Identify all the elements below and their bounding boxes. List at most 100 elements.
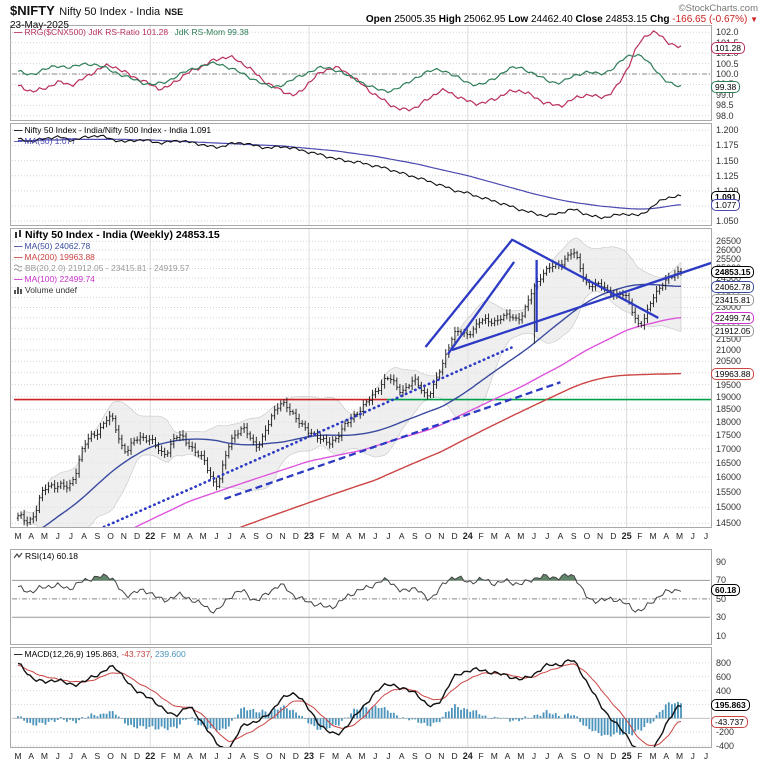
rrg-plot xyxy=(12,26,710,120)
x-axis-label: J xyxy=(55,751,60,761)
chart-header: $NIFTY Nifty 50 Index - India NSE 23-May… xyxy=(10,2,758,31)
x-axis-label: J xyxy=(703,751,709,761)
x-axis-label: M xyxy=(490,751,498,761)
x-axis-label: J xyxy=(214,751,219,761)
x-axis-label: O xyxy=(107,531,114,541)
ma50-legend: — MA(50) 24062.78 xyxy=(14,241,91,251)
x-axis-label: A xyxy=(504,751,511,761)
x-axis-label: F xyxy=(160,751,167,761)
low-value: 24462.40 xyxy=(531,14,573,25)
ohlc-readout: Open 25005.35 High 25062.95 Low 24462.40… xyxy=(366,14,758,25)
ma200-line xyxy=(239,372,682,527)
last-value-badge: 99.38 xyxy=(711,81,741,94)
x-axis-label: J xyxy=(703,531,709,541)
x-axis-label: F xyxy=(319,751,325,761)
x-axis-label: M xyxy=(490,531,498,541)
credit-link[interactable]: ©StockCharts.com xyxy=(678,3,758,14)
x-axis-label: D xyxy=(610,531,617,541)
rsi-overbought-fill xyxy=(18,573,682,581)
x-axis-label: O xyxy=(266,751,273,761)
x-axis-label: A xyxy=(81,531,87,541)
rsi-plot xyxy=(12,550,710,644)
ma200-legend: — MA(200) 19963.88 xyxy=(14,252,95,262)
macd-histogram xyxy=(17,701,682,737)
y-axis-tick-label: 14500 xyxy=(716,518,742,529)
x-axis-label: M xyxy=(358,531,366,541)
x-axis-label: N xyxy=(279,751,286,761)
ratio-line xyxy=(17,134,682,220)
ratio-plot xyxy=(12,124,710,225)
x-axis-label: O xyxy=(424,751,432,761)
bollinger-band xyxy=(16,237,682,527)
y-axis-tick-label: 19000 xyxy=(716,391,742,402)
x-axis-label: M xyxy=(649,751,657,761)
x-axis-label: M xyxy=(14,531,22,541)
x-axis-label: M xyxy=(649,531,657,541)
x-axis-label: D xyxy=(292,531,299,541)
last-value-badge: 23415.81 xyxy=(711,293,755,306)
x-axis-label: F xyxy=(478,751,484,761)
low-label: Low xyxy=(508,14,529,25)
rrg-ratio-legend: — RRG($CNX500) JdK RS-Ratio 101.28 xyxy=(14,27,169,37)
x-axis-label: J xyxy=(690,751,695,761)
x-axis-label: O xyxy=(424,531,432,541)
x-axis-label: A xyxy=(81,751,87,761)
last-value-badge: 22499.74 xyxy=(711,312,755,325)
x-axis-label: N xyxy=(597,531,604,541)
x-axis-label: 22 xyxy=(145,531,156,541)
ratio-legend: — Nifty 50 Index - India/Nifty 500 Index … xyxy=(14,125,211,147)
y-axis-tick-label: 21500 xyxy=(716,333,742,344)
chg-label: Chg xyxy=(650,14,670,25)
rsi-line xyxy=(17,573,682,614)
x-axis-label: A xyxy=(557,751,564,761)
ratio-series-legend: — Nifty 50 Index - India/Nifty 500 Index … xyxy=(14,125,212,135)
chart-date: 23-May-2025 xyxy=(10,20,69,31)
rrg-mom-legend: JdK RS-Mom 99.38 xyxy=(174,27,249,37)
last-value-badge: 101.28 xyxy=(711,41,745,54)
candlestick-icon xyxy=(15,230,21,238)
y-axis-tick-label: 1.200 xyxy=(716,125,739,136)
x-axis-label: D xyxy=(133,531,141,541)
last-value-badge: 60.18 xyxy=(711,583,741,596)
line-swatch: — xyxy=(14,649,23,659)
y-axis-tick-label: 10 xyxy=(716,630,727,641)
x-axis-label: J xyxy=(55,531,60,541)
x-axis-label: S xyxy=(94,531,101,541)
y-axis-tick-label: 15000 xyxy=(716,502,742,513)
y-axis-tick-label: 102.0 xyxy=(716,27,739,38)
x-axis-label: F xyxy=(478,531,484,541)
last-value-badge: 1.077 xyxy=(711,199,741,212)
close-label: Close xyxy=(575,14,603,25)
y-axis-tick-label: 100.0 xyxy=(716,69,739,80)
x-axis-label: N xyxy=(438,751,445,761)
macd-line xyxy=(17,659,682,747)
x-axis-label: M xyxy=(199,751,207,761)
high-label: High xyxy=(438,14,461,25)
x-axis-label: S xyxy=(412,531,418,541)
x-axis-label: S xyxy=(253,531,259,541)
y-axis-tick-label: 70 xyxy=(716,575,727,586)
trendline-annotation xyxy=(424,238,514,348)
x-axis-label: N xyxy=(597,751,604,761)
x-axis-label: N xyxy=(279,531,286,541)
price-bars xyxy=(16,248,683,527)
x-axis-label: O xyxy=(107,751,114,761)
rrg-legend: — RRG($CNX500) JdK RS-Ratio 101.28 JdK RS… xyxy=(14,27,249,38)
x-axis-label: S xyxy=(570,531,577,541)
y-axis-tick-label: 50 xyxy=(716,593,727,604)
x-axis-label: M xyxy=(331,531,340,541)
last-value-badge: 24062.78 xyxy=(711,280,755,293)
line-swatch: — xyxy=(14,136,23,146)
x-axis-label: M xyxy=(14,751,22,761)
y-axis-tick-label: -200 xyxy=(716,727,735,738)
open-value: 25005.35 xyxy=(394,14,436,25)
x-axis-label: 23 xyxy=(304,751,315,761)
volume-icon xyxy=(14,287,22,294)
x-axis-label: 24 xyxy=(462,531,473,541)
y-axis-tick-label: 26000 xyxy=(716,245,742,256)
line-swatch: — xyxy=(14,241,23,251)
x-axis-label: N xyxy=(120,751,127,761)
x-axis-label: 24 xyxy=(462,751,473,761)
